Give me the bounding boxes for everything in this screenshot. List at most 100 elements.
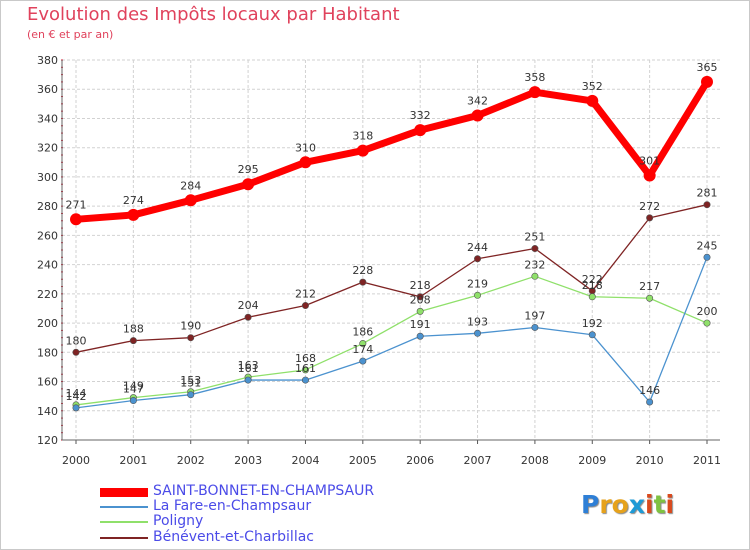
x-tick-label: 2003 <box>234 454 262 467</box>
data-point <box>528 86 541 99</box>
data-label: 284 <box>180 179 201 192</box>
x-tick-label: 2001 <box>119 454 147 467</box>
data-point <box>646 294 654 302</box>
data-label: 245 <box>697 239 718 252</box>
legend-item-poligny: Poligny <box>100 513 500 530</box>
data-label: 232 <box>524 258 545 271</box>
data-point <box>359 340 367 348</box>
data-point <box>359 278 367 286</box>
data-point <box>70 213 82 226</box>
data-label: 180 <box>66 334 87 347</box>
data-label: 197 <box>524 309 545 322</box>
data-point <box>72 404 80 412</box>
data-point <box>703 253 711 261</box>
data-label: 168 <box>295 352 316 365</box>
x-tick-label: 2008 <box>521 454 549 467</box>
y-tick-label: 220 <box>37 288 58 301</box>
y-tick-label: 380 <box>37 54 58 67</box>
data-label: 208 <box>410 293 431 306</box>
y-tick-label: 260 <box>37 229 58 242</box>
data-label: 142 <box>66 390 87 403</box>
logo-letter: P <box>581 490 600 519</box>
data-label: 186 <box>352 326 373 339</box>
data-label: 191 <box>410 318 431 331</box>
data-label: 228 <box>352 264 373 277</box>
logo-letter: i <box>665 490 675 519</box>
x-tick-label: 2009 <box>578 454 606 467</box>
legend-item-la-fare: La Fare-en-Champsaur <box>100 498 500 515</box>
data-point <box>359 357 367 365</box>
data-point <box>356 144 369 157</box>
data-label: 144 <box>66 387 87 400</box>
data-point <box>127 208 140 221</box>
data-label: 281 <box>697 187 718 200</box>
data-point <box>416 293 424 301</box>
data-label: 149 <box>123 380 144 393</box>
data-point <box>703 319 711 327</box>
x-tick-label: 2010 <box>636 454 664 467</box>
data-label: 271 <box>66 198 87 211</box>
data-label: 318 <box>352 130 373 143</box>
x-tick-label: 2007 <box>464 454 492 467</box>
y-tick-label: 200 <box>37 317 58 330</box>
data-label: 218 <box>582 279 603 292</box>
series-line <box>75 275 708 406</box>
data-point <box>187 391 195 399</box>
series-line <box>72 78 711 223</box>
data-label: 251 <box>524 231 545 244</box>
data-point <box>244 313 252 321</box>
y-tick-label: 140 <box>37 405 58 418</box>
logo-letter: r <box>599 490 612 519</box>
legend-item-benevent: Bénévent-et-Charbillac <box>100 529 500 546</box>
data-label: 358 <box>524 71 545 84</box>
logo-letter: t <box>653 490 666 519</box>
logo-letter: o <box>611 490 629 519</box>
data-label: 161 <box>295 362 316 375</box>
data-point <box>129 397 137 405</box>
legend-item-saint-bonnet: SAINT-BONNET-EN-CHAMPSAUR <box>100 483 500 500</box>
data-point <box>588 331 596 339</box>
data-label: 352 <box>582 80 603 93</box>
series-line <box>75 256 708 409</box>
data-label: 310 <box>295 141 316 154</box>
data-label: 193 <box>467 315 488 328</box>
y-tick-label: 240 <box>37 259 58 272</box>
data-point <box>72 348 80 356</box>
data-point <box>531 323 539 331</box>
data-point <box>416 307 424 315</box>
data-label: 295 <box>238 163 259 176</box>
data-point <box>646 214 654 222</box>
chart-title: Evolution des Impôts locaux par Habitant <box>27 4 400 25</box>
data-point <box>474 255 482 263</box>
data-point <box>531 245 539 253</box>
y-tick-label: 280 <box>37 200 58 213</box>
data-point <box>301 302 309 310</box>
y-tick-label: 340 <box>37 112 58 125</box>
data-label: 272 <box>639 200 660 213</box>
data-label: 332 <box>410 109 431 122</box>
data-point <box>474 291 482 299</box>
data-label: 163 <box>238 359 259 372</box>
data-point <box>301 376 309 384</box>
data-label: 174 <box>352 343 373 356</box>
data-label: 151 <box>180 377 201 390</box>
legend-swatch <box>100 506 148 508</box>
x-tick-label: 2005 <box>349 454 377 467</box>
data-label: 217 <box>639 280 660 293</box>
data-point <box>242 178 255 191</box>
data-label: 204 <box>238 299 259 312</box>
logo-letter: x <box>628 490 645 519</box>
data-point <box>301 366 309 374</box>
data-point <box>244 376 252 384</box>
data-point <box>416 332 424 340</box>
data-label: 188 <box>123 323 144 336</box>
series-line <box>75 204 708 353</box>
y-tick-label: 120 <box>37 434 58 447</box>
data-point <box>701 75 713 88</box>
x-tick-label: 2002 <box>177 454 205 467</box>
data-label: 153 <box>180 374 201 387</box>
data-label: 200 <box>697 305 718 318</box>
data-label: 274 <box>123 194 144 207</box>
